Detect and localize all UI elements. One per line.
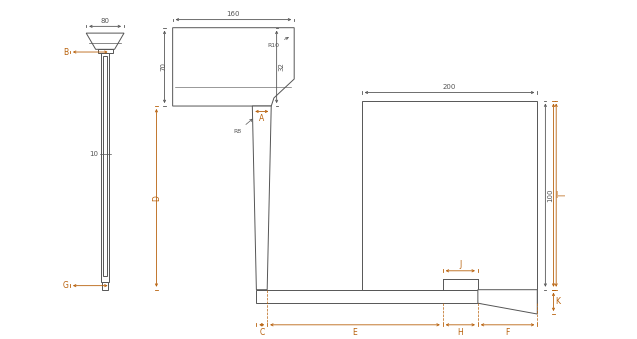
Polygon shape bbox=[256, 290, 537, 303]
Polygon shape bbox=[103, 56, 107, 276]
Text: I: I bbox=[555, 191, 558, 200]
Text: 70: 70 bbox=[161, 62, 166, 72]
Text: 200: 200 bbox=[443, 84, 456, 91]
Text: D: D bbox=[152, 195, 161, 201]
Polygon shape bbox=[173, 28, 294, 106]
Text: 100: 100 bbox=[548, 188, 554, 202]
Text: B: B bbox=[64, 47, 69, 57]
Text: K: K bbox=[555, 297, 561, 306]
Polygon shape bbox=[102, 282, 108, 290]
Text: F: F bbox=[505, 327, 510, 337]
Text: H: H bbox=[457, 327, 463, 337]
Polygon shape bbox=[362, 101, 537, 290]
Text: J: J bbox=[459, 260, 461, 268]
Text: I: I bbox=[559, 194, 568, 196]
Text: 10: 10 bbox=[89, 151, 98, 157]
Polygon shape bbox=[101, 53, 109, 282]
Text: C: C bbox=[259, 327, 264, 337]
Polygon shape bbox=[478, 290, 537, 314]
Text: 160: 160 bbox=[227, 12, 240, 17]
Text: R10: R10 bbox=[267, 37, 289, 47]
Text: R8: R8 bbox=[233, 119, 252, 134]
Text: 80: 80 bbox=[101, 18, 110, 24]
Polygon shape bbox=[97, 49, 113, 53]
Polygon shape bbox=[86, 33, 124, 49]
Text: 32: 32 bbox=[279, 62, 285, 71]
Text: E: E bbox=[353, 327, 357, 337]
Polygon shape bbox=[252, 106, 271, 290]
Text: G: G bbox=[63, 281, 69, 290]
Text: A: A bbox=[259, 114, 264, 123]
